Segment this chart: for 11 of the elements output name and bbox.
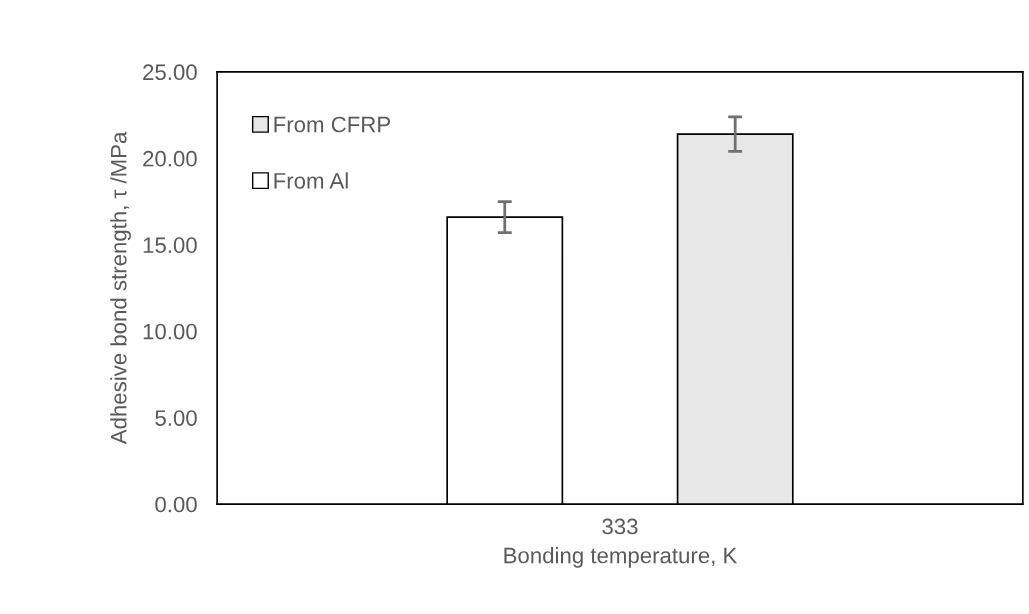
y-tick-label: 10.00 [143, 323, 197, 340]
legend-label: From Al [274, 172, 348, 189]
y-tick-label: 0.00 [155, 496, 197, 513]
y-tick-label: 20.00 [143, 150, 197, 167]
x-axis-title: Bonding temperature, K [504, 547, 738, 568]
y-tick-label: 25.00 [143, 64, 197, 81]
legend-label: From CFRP [274, 116, 391, 133]
y-tick-label: 15.00 [143, 237, 197, 254]
y-axis-title: Adhesive bond strength, τ /MPa [110, 131, 131, 445]
y-tick-label: 5.00 [155, 410, 197, 426]
x-tick-label: 333 [602, 518, 638, 535]
